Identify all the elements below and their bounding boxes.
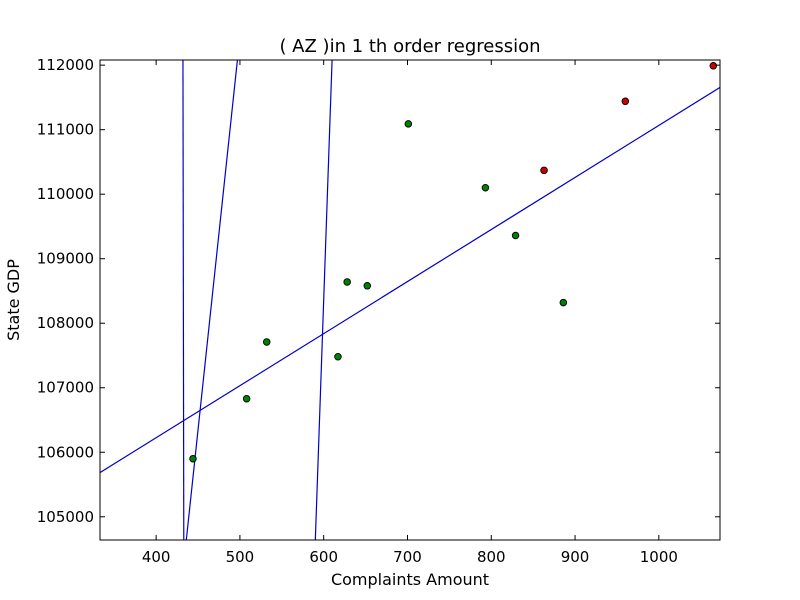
- data-point-13: [709, 62, 718, 70]
- x-tick-label: 800: [477, 548, 506, 566]
- plot-frame: [99, 59, 721, 541]
- regression-line-1: [100, 86, 720, 474]
- y-axis-ticks: 105000 106000 107000 108000 109000 110000 1110…: [37, 56, 720, 526]
- data-points: [189, 62, 718, 463]
- data-point-12: [621, 97, 630, 106]
- y-tick-label: 106000: [37, 443, 94, 461]
- y-tick-label: 108000: [37, 314, 94, 332]
- x-axis-ticks: 400 500 600 700 800 900 1000: [142, 60, 678, 566]
- y-tick-label: 111000: [37, 121, 94, 139]
- data-point-2: [242, 394, 251, 403]
- x-tick-label: 400: [142, 548, 171, 566]
- y-tick-label: 107000: [37, 379, 94, 397]
- x-tick-label: 1000: [640, 548, 678, 566]
- data-point-1: [189, 454, 197, 463]
- y-tick-label: 112000: [37, 56, 94, 74]
- plot-area: [100, 60, 720, 540]
- data-point-8: [481, 183, 490, 192]
- y-axis-label: State GDP: [4, 259, 23, 341]
- data-point-3: [262, 338, 271, 346]
- data-point-6: [363, 282, 372, 290]
- x-tick-label: 700: [393, 548, 422, 566]
- x-tick-label: 900: [561, 548, 590, 566]
- x-tick-label: 500: [226, 548, 255, 566]
- data-point-5: [343, 278, 351, 286]
- data-point-11: [540, 166, 548, 175]
- data-point-4: [334, 353, 342, 361]
- chart-title: ( AZ )in 1 th order regression: [279, 36, 540, 57]
- x-axis-label: Complaints Amount: [331, 570, 489, 589]
- data-point-7: [404, 120, 413, 128]
- data-point-9: [511, 231, 520, 240]
- data-point-10: [559, 298, 568, 307]
- y-tick-label: 109000: [37, 250, 94, 268]
- y-tick-label: 110000: [37, 185, 94, 203]
- regression-line-2: [182, 60, 185, 540]
- regression-line-4: [314, 60, 333, 540]
- y-tick-label: 105000: [37, 508, 94, 526]
- x-tick-label: 600: [309, 548, 338, 566]
